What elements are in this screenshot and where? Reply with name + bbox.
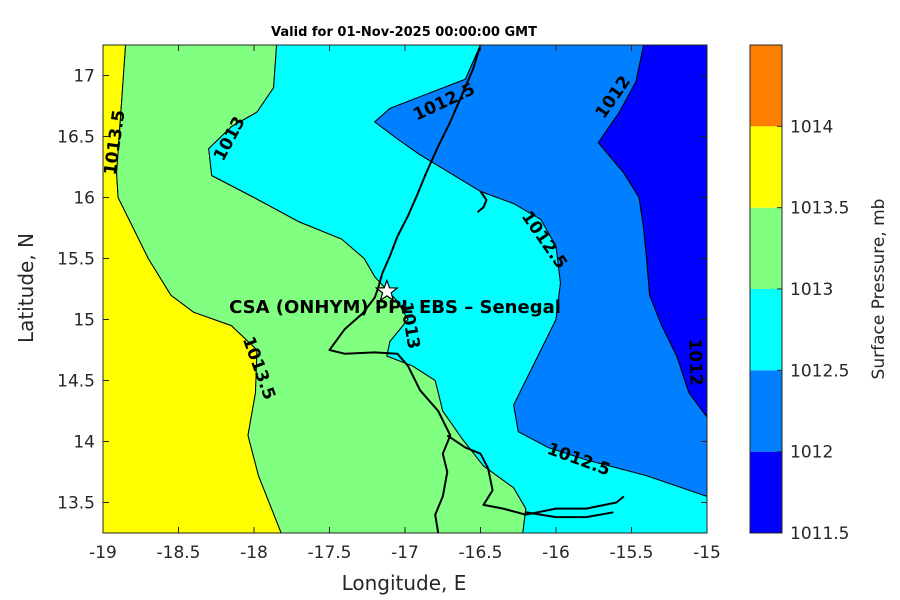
coastline-segment <box>446 434 625 516</box>
x-tick-label: -16 <box>542 543 570 563</box>
y-tick-label: 13.5 <box>57 494 95 514</box>
colorbar-tick-label: 1013 <box>790 280 833 300</box>
colorbar-swatch <box>750 289 782 371</box>
x-tick-label: -18 <box>240 543 268 563</box>
colorbar-tick-label: 1012.5 <box>790 361 849 381</box>
x-tick-label: -15.5 <box>610 543 654 563</box>
y-tick-label: 14.5 <box>57 372 95 392</box>
colorbar-swatch <box>750 207 782 289</box>
y-tick-label: 17 <box>73 67 95 87</box>
y-tick-label: 14 <box>73 433 95 453</box>
contour-regions <box>103 45 707 533</box>
site-label: CSA (ONHYM) PPL EBS – Senegal <box>229 297 561 318</box>
x-tick-label: -19 <box>89 543 117 563</box>
colorbar-tick-label: 1012 <box>790 443 833 463</box>
colorbar-tick-label: 1014 <box>790 117 833 137</box>
x-tick-label: -17.5 <box>308 543 352 563</box>
x-tick-label: -16.5 <box>459 543 503 563</box>
x-tick-label: -18.5 <box>157 543 201 563</box>
y-tick-label: 16.5 <box>57 128 95 148</box>
colorbar-swatch <box>750 451 782 533</box>
coastline-segment <box>328 45 482 533</box>
contour-label: 1012 <box>684 338 706 386</box>
colorbar-swatch <box>750 126 782 208</box>
contour-region-1011-5 <box>597 45 707 418</box>
plot-axes: -19 -18.5 -18 -17.5 -17 -16.5 -16 -15.5 -15 13.5 1… <box>57 44 721 563</box>
colorbar-swatch <box>750 370 782 452</box>
site-marker: CSA (ONHYM) PPL EBS – Senegal <box>229 278 561 318</box>
y-tick-label: 15.5 <box>57 250 95 270</box>
colorbar-tick-label: 1011.5 <box>790 524 849 544</box>
colorbar-swatch <box>750 45 782 127</box>
chart-title: Valid for 01-Nov-2025 00:00:00 GMT <box>271 25 537 40</box>
coastline <box>328 45 625 533</box>
y-tick-label: 15 <box>73 311 95 331</box>
x-axis-label: Longitude, E <box>342 571 467 595</box>
y-tick-label: 16 <box>73 189 95 209</box>
colorbar: 1011.5 1012 1012.5 1013 1013.5 1014 <box>749 44 849 544</box>
colorbar-tick-label: 1013.5 <box>790 199 849 219</box>
x-tick-label: -15 <box>693 543 721 563</box>
x-tick-label: -17 <box>391 543 419 563</box>
site-star-icon <box>374 278 399 302</box>
y-axis-label: Latitude, N <box>14 233 38 343</box>
coastline-segment <box>476 190 488 213</box>
colorbar-label: Surface Pressure, mb <box>869 199 889 380</box>
coastline-segment <box>525 511 614 519</box>
